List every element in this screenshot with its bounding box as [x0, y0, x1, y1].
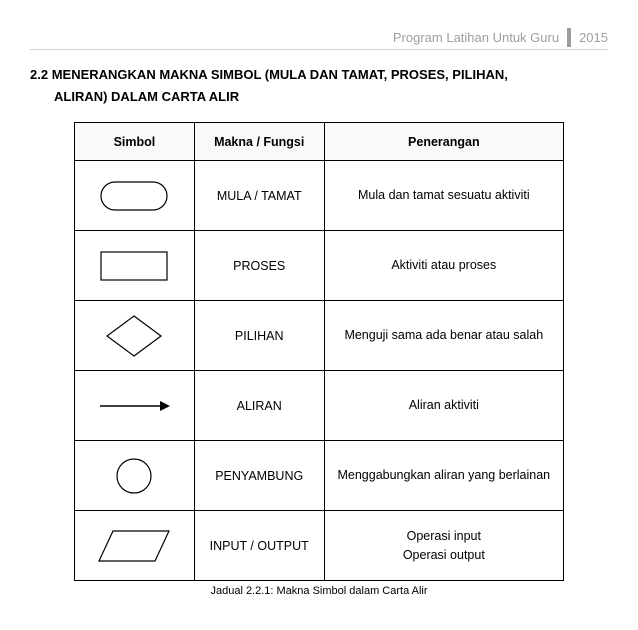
makna-cell: PROSES [194, 231, 324, 301]
page-header: Program Latihan Untuk Guru 2015 [30, 28, 608, 47]
col-header-penerangan: Penerangan [324, 123, 563, 161]
penerangan-cell: Aliran aktiviti [324, 371, 563, 441]
io-icon [95, 527, 173, 565]
penerangan-cell: Operasi inputOperasi output [324, 511, 563, 581]
symbol-cell [75, 301, 195, 371]
table-row: PENYAMBUNG Menggabungkan aliran yang ber… [75, 441, 564, 511]
col-header-simbol: Simbol [75, 123, 195, 161]
section-heading-line2: ALIRAN) DALAM CARTA ALIR [30, 86, 608, 108]
symbol-cell [75, 371, 195, 441]
symbol-cell [75, 161, 195, 231]
table-caption: Jadual 2.2.1: Makna Simbol dalam Carta A… [30, 585, 608, 597]
document-page: Program Latihan Untuk Guru 2015 2.2 MENE… [0, 0, 638, 597]
table-header-row: Simbol Makna / Fungsi Penerangan [75, 123, 564, 161]
table-body: MULA / TAMAT Mula dan tamat sesuatu akti… [75, 161, 564, 581]
table-row: PILIHAN Menguji sama ada benar atau sala… [75, 301, 564, 371]
makna-cell: PILIHAN [194, 301, 324, 371]
symbol-cell [75, 231, 195, 301]
penerangan-cell: Menguji sama ada benar atau salah [324, 301, 563, 371]
section-heading-line1: MENERANGKAN MAKNA SIMBOL (MULA DAN TAMAT… [52, 67, 508, 82]
table-row: MULA / TAMAT Mula dan tamat sesuatu akti… [75, 161, 564, 231]
penerangan-cell: Mula dan tamat sesuatu aktiviti [324, 161, 563, 231]
arrow-icon [94, 396, 174, 416]
table-row: INPUT / OUTPUT Operasi inputOperasi outp… [75, 511, 564, 581]
symbol-cell [75, 511, 195, 581]
header-rule [30, 49, 608, 50]
penerangan-cell: Aktiviti atau proses [324, 231, 563, 301]
section-heading: 2.2 MENERANGKAN MAKNA SIMBOL (MULA DAN T… [30, 64, 608, 108]
section-number: 2.2 [30, 67, 48, 82]
col-header-makna: Makna / Fungsi [194, 123, 324, 161]
table-row: PROSES Aktiviti atau proses [75, 231, 564, 301]
makna-cell: ALIRAN [194, 371, 324, 441]
terminator-icon [98, 179, 170, 213]
symbol-table: Simbol Makna / Fungsi Penerangan MULA / … [74, 122, 564, 581]
decision-icon [104, 313, 164, 359]
symbol-cell [75, 441, 195, 511]
process-icon [98, 249, 170, 283]
makna-cell: PENYAMBUNG [194, 441, 324, 511]
penerangan-cell: Menggabungkan aliran yang berlainan [324, 441, 563, 511]
table-row: ALIRAN Aliran aktiviti [75, 371, 564, 441]
header-title: Program Latihan Untuk Guru [393, 28, 567, 47]
makna-cell: INPUT / OUTPUT [194, 511, 324, 581]
connector-icon [113, 455, 155, 497]
makna-cell: MULA / TAMAT [194, 161, 324, 231]
header-year: 2015 [571, 28, 608, 47]
